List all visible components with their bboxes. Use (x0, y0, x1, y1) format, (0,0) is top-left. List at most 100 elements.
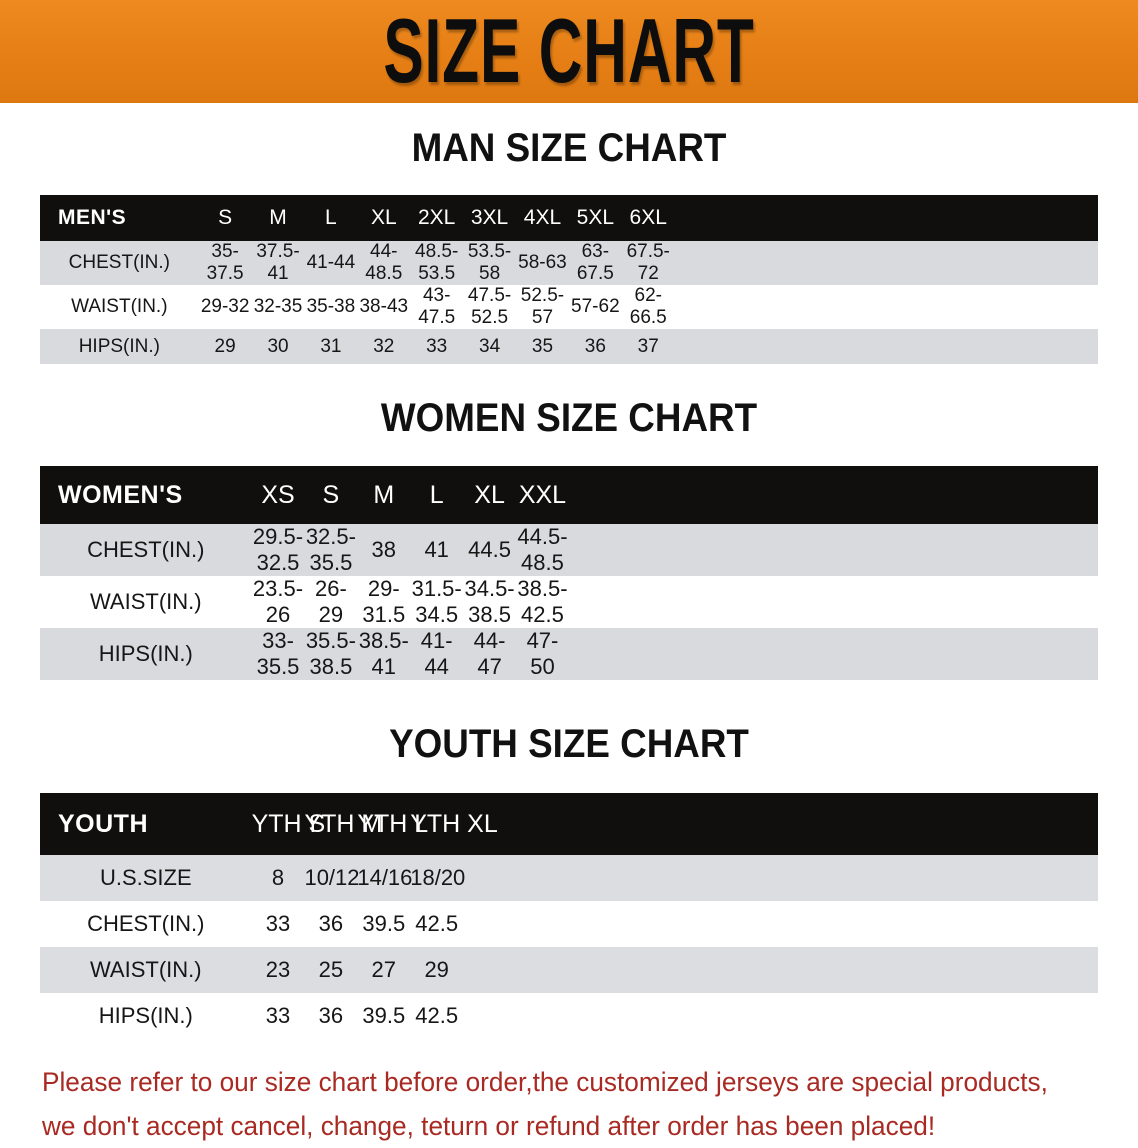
youth-cell-r2-c4: 42.5 (410, 901, 464, 947)
man-cell-r2-c1: 29-32 (198, 285, 252, 329)
youth-cell-spacer (886, 855, 940, 901)
man-size-header-4: XL (370, 206, 397, 229)
youth-cell-r2-c1: 33 (251, 901, 305, 947)
man-cell-spacer (833, 285, 887, 329)
man-cell-r3-c4: 32 (357, 329, 411, 364)
table-row: WAIST(IN.) 23.5-26 26-29 29-31.5 31.5-34.5 34… (40, 576, 1098, 628)
youth-cell-r2-c2: 36 (304, 901, 358, 947)
youth-cell-spacer (727, 993, 781, 1039)
youth-cell-spacer (516, 901, 569, 947)
youth-cell-spacer (886, 993, 940, 1039)
table-row: HIPS(IN.) 33 36 39.5 42.5 (40, 993, 1098, 1039)
table-row: CHEST(IN.) 29.5-32.5 32.5-35.5 38 41 44.5 44.5… (40, 524, 1098, 576)
man-cell-r3-c2: 30 (251, 329, 305, 364)
youth-header-spacer (939, 793, 992, 855)
women-header-row: WOMEN'S XS S M L XL XXL (40, 466, 1098, 524)
women-header-spacer (569, 466, 622, 524)
man-cell-spacer (727, 241, 781, 285)
youth-cell-spacer (674, 993, 728, 1039)
women-cell-spacer (727, 576, 781, 628)
women-cell-spacer (1044, 524, 1098, 576)
youth-cell-spacer (516, 993, 569, 1039)
youth-section-title: YOUTH SIZE CHART (389, 722, 749, 766)
youth-cell-spacer (833, 855, 887, 901)
table-row: HIPS(IN.) 29 30 31 32 33 34 35 36 37 (40, 329, 1098, 364)
youth-cell-spacer (1044, 855, 1098, 901)
women-cell-spacer (886, 576, 940, 628)
man-size-header-5: 2XL (417, 206, 456, 229)
youth-cell-spacer (992, 855, 1045, 901)
man-size-header-9: 6XL (629, 206, 667, 229)
youth-cell-r4-c2: 36 (304, 993, 358, 1039)
women-size-table: WOMEN'S XS S M L XL XXL CHEST(IN.) 29.5-32.5 32.… (40, 466, 1098, 680)
man-cell-r2-c6: 47.5-52.5 (463, 285, 517, 329)
women-header-label: WOMEN'S (58, 480, 183, 509)
man-cell-r3-c7: 35 (516, 329, 569, 364)
man-cell-r2-c4: 38-43 (357, 285, 411, 329)
man-cell-spacer (992, 285, 1045, 329)
youth-cell-spacer (939, 901, 993, 947)
women-cell-spacer (727, 628, 781, 680)
youth-cell-spacer (621, 993, 675, 1039)
women-cell-r3-c4: 41-44 (410, 628, 464, 680)
women-size-header-3: M (373, 480, 395, 509)
man-cell-spacer (1044, 285, 1098, 329)
man-row-label-3: HIPS(IN.) (40, 329, 199, 364)
man-cell-spacer (780, 285, 834, 329)
man-cell-r1-c4: 44-48.5 (357, 241, 411, 285)
man-cell-spacer (833, 329, 887, 364)
man-cell-spacer (674, 285, 728, 329)
youth-cell-spacer (1044, 993, 1098, 1039)
table-row: CHEST(IN.) 35-37.5 37.5-41 41-44 44-48.5 48.5… (40, 241, 1098, 285)
women-cell-spacer (674, 576, 728, 628)
youth-header-spacer (780, 793, 833, 855)
youth-cell-spacer (992, 993, 1045, 1039)
youth-header-spacer (516, 793, 569, 855)
youth-cell-spacer (939, 855, 993, 901)
man-header-spacer (939, 195, 992, 241)
youth-cell-spacer (568, 901, 622, 947)
youth-cell-spacer (1044, 901, 1098, 947)
man-cell-spacer (992, 241, 1045, 285)
youth-size-header-3: YTH L (357, 809, 429, 838)
women-cell-spacer (674, 628, 728, 680)
youth-cell-r3-c4: 29 (410, 947, 464, 993)
youth-cell-spacer (463, 993, 517, 1039)
women-cell-r1-c2: 32.5-35.5 (304, 524, 358, 576)
youth-cell-spacer (780, 901, 834, 947)
women-cell-spacer (674, 524, 728, 576)
man-cell-spacer (780, 329, 834, 364)
man-cell-spacer (939, 285, 993, 329)
women-table-head: WOMEN'S XS S M L XL XXL (40, 466, 1098, 524)
youth-cell-spacer (727, 901, 781, 947)
man-row-label-1: CHEST(IN.) (40, 241, 199, 285)
man-header-spacer (675, 195, 728, 241)
youth-cell-r4-c3: 39.5 (357, 993, 411, 1039)
youth-cell-spacer (674, 855, 728, 901)
man-header-spacer (728, 195, 781, 241)
man-cell-spacer (886, 285, 940, 329)
youth-cell-spacer (568, 947, 622, 993)
page-banner: SIZE CHART (0, 0, 1138, 103)
youth-header-spacer (569, 793, 622, 855)
youth-cell-spacer (463, 947, 517, 993)
youth-header-spacer (675, 793, 728, 855)
youth-size-header-2: YTH M (304, 809, 383, 838)
youth-cell-spacer (939, 993, 993, 1039)
women-cell-r3-c2: 35.5-38.5 (304, 628, 358, 680)
youth-cell-spacer (568, 993, 622, 1039)
women-cell-spacer (833, 628, 887, 680)
women-cell-spacer (886, 628, 940, 680)
youth-cell-spacer (727, 855, 781, 901)
youth-row-label-1: U.S.SIZE (40, 855, 252, 901)
man-cell-r1-c6: 53.5-58 (463, 241, 517, 285)
women-cell-spacer (568, 576, 622, 628)
table-row: CHEST(IN.) 33 36 39.5 42.5 (40, 901, 1098, 947)
man-cell-spacer (727, 329, 781, 364)
man-cell-r3-c5: 33 (410, 329, 464, 364)
women-cell-spacer (939, 524, 993, 576)
women-cell-r2-c5: 34.5-38.5 (463, 576, 517, 628)
women-header-spacer (675, 466, 728, 524)
man-cell-spacer (780, 241, 834, 285)
man-row-label-2: WAIST(IN.) (40, 285, 199, 329)
